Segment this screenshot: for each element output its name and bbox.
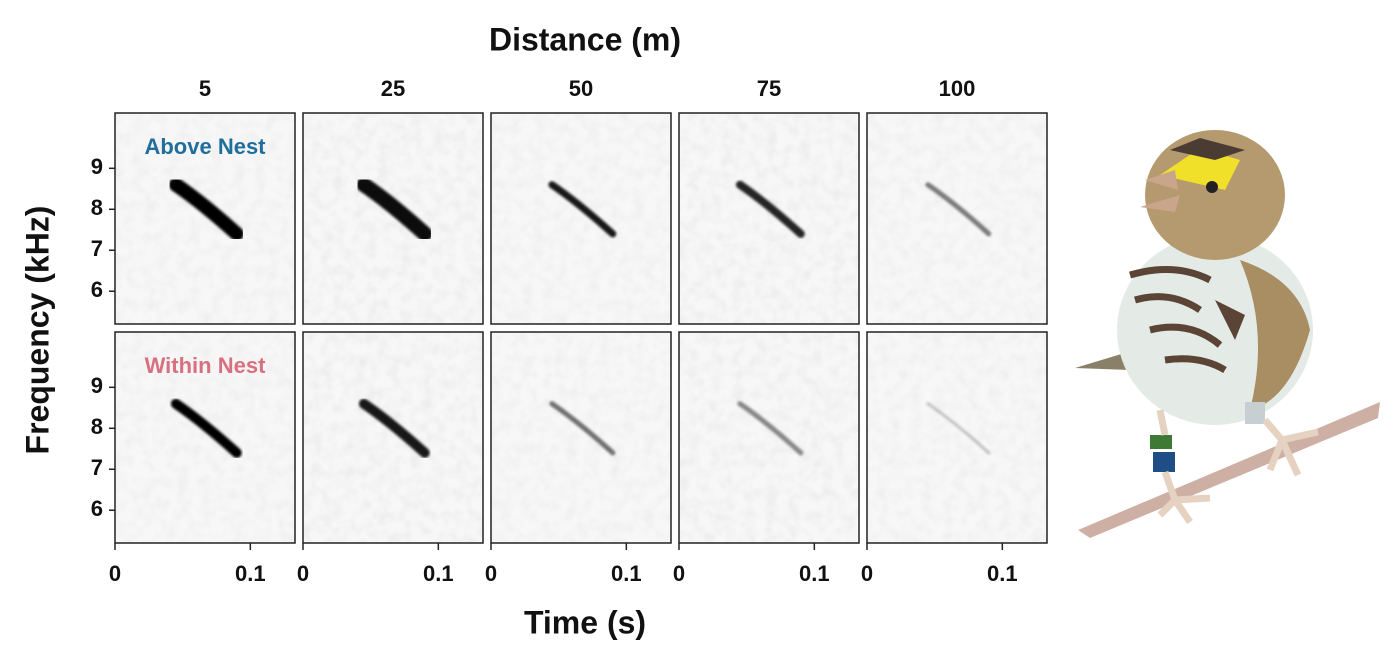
panel-frame — [490, 331, 672, 544]
y-tick-label: 8 — [91, 195, 103, 220]
x-axis-label: Time (s) — [524, 604, 646, 640]
y-tick-label: 9 — [91, 373, 103, 398]
panel-frame — [866, 331, 1048, 544]
x-tick-label: 0.1 — [987, 561, 1018, 586]
row-label: Within Nest — [145, 353, 266, 378]
y-tick-label: 6 — [91, 496, 103, 521]
panel-noise — [303, 332, 483, 543]
panel-noise — [867, 332, 1047, 543]
call-trace — [358, 398, 430, 458]
panel-frame — [490, 112, 672, 325]
panel-frame — [302, 112, 484, 325]
panel-noise — [679, 332, 859, 543]
column-label: 50 — [569, 76, 593, 101]
panel-noise — [679, 113, 859, 324]
panel-noise — [115, 113, 295, 324]
x-tick-label: 0 — [297, 561, 309, 586]
call-trace — [926, 402, 991, 455]
y-tick-label: 8 — [91, 414, 103, 439]
x-tick-label: 0.1 — [611, 561, 642, 586]
y-tick-label: 9 — [91, 154, 103, 179]
column-label: 25 — [381, 76, 405, 101]
panel-noise — [491, 113, 671, 324]
call-trace — [925, 182, 992, 237]
column-label: 100 — [939, 76, 976, 101]
x-tick-label: 0 — [673, 561, 685, 586]
x-tick-label: 0 — [861, 561, 873, 586]
x-tick-label: 0.1 — [423, 561, 454, 586]
x-tick-label: 0.1 — [799, 561, 830, 586]
x-tick-label: 0 — [109, 561, 121, 586]
call-trace — [735, 180, 805, 238]
panel-frame — [678, 331, 860, 544]
row-label: Above Nest — [144, 134, 266, 159]
call-trace — [356, 177, 433, 242]
x-tick-label: 0.1 — [235, 561, 266, 586]
panel-noise — [303, 113, 483, 324]
column-label: 5 — [199, 76, 211, 101]
panel-noise — [867, 113, 1047, 324]
y-axis-label: Frequency (kHz) — [19, 206, 55, 455]
y-tick-label: 7 — [91, 455, 103, 480]
call-trace — [737, 401, 804, 456]
panel-frame — [114, 331, 296, 544]
panel-frame — [302, 331, 484, 544]
call-trace — [548, 181, 617, 238]
call-trace — [168, 177, 244, 241]
panel-noise — [115, 332, 295, 543]
panel-noise — [491, 332, 671, 543]
column-label: 75 — [757, 76, 781, 101]
x-tick-label: 0 — [485, 561, 497, 586]
call-trace — [549, 401, 616, 456]
call-trace — [170, 398, 242, 458]
chart-title: Distance (m) — [489, 21, 681, 57]
panel-frame — [866, 112, 1048, 325]
panels: 5 6 7 8 9 Above Nest 6 7 8 9 Within Nest 0 0.1 25 0 0.1… — [91, 76, 1048, 586]
panel-frame — [678, 112, 860, 325]
panel-frame — [114, 112, 296, 325]
y-tick-label: 7 — [91, 236, 103, 261]
y-tick-label: 6 — [91, 277, 103, 302]
bird-illustration — [1075, 130, 1380, 538]
